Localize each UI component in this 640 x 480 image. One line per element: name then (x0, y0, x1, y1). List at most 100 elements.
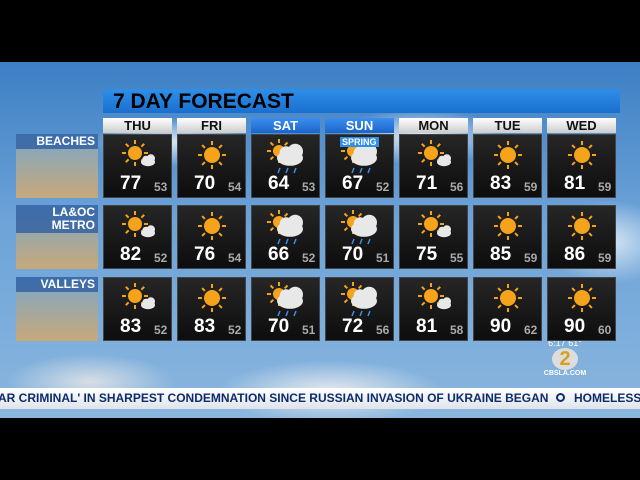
badge: SPRING (340, 137, 379, 147)
high-temp: 82 (120, 244, 142, 265)
low-temp: 52 (154, 251, 168, 265)
weather-icon (562, 138, 604, 181)
low-temp: 59 (524, 251, 538, 265)
forecast-cell: 75 55 (399, 205, 468, 269)
forecast-cell: 71 56 (399, 134, 468, 198)
high-temp: 67 (342, 173, 364, 194)
forecast-cell: 70 51 (325, 205, 394, 269)
high-temp: 71 (416, 173, 438, 194)
forecast-cell: 70 51 (251, 277, 320, 341)
region-panel: BEACHES (16, 134, 98, 198)
weather-icon (340, 209, 382, 252)
high-temp: 64 (268, 173, 290, 194)
day-header: THU (103, 118, 172, 133)
weather-icon (488, 138, 530, 181)
day-header: MON (399, 118, 468, 133)
high-temp: 83 (194, 316, 216, 337)
low-temp: 52 (302, 251, 316, 265)
low-temp: 59 (598, 180, 612, 194)
logo-time-row: 6:17 61° (530, 338, 600, 348)
weather-icon (266, 138, 308, 181)
ticker-text: AR CRIMINAL' IN SHARPEST CONDEMNATION SI… (0, 391, 549, 405)
forecast-cell: 83 52 (103, 277, 172, 341)
weather-icon (414, 209, 456, 252)
title: 7 DAY FORECAST (103, 89, 620, 113)
weather-icon (118, 209, 160, 252)
weather-icon (192, 138, 234, 181)
high-temp: 81 (564, 173, 586, 194)
high-temp: 72 (342, 316, 364, 337)
forecast-cell: 85 59 (473, 205, 542, 269)
low-temp: 52 (376, 180, 390, 194)
weather-icon (488, 209, 530, 252)
forecast-cell: 76 54 (177, 205, 246, 269)
region-panel: VALLEYS (16, 277, 98, 341)
weather-icon (414, 281, 456, 324)
high-temp: 76 (194, 244, 216, 265)
forecast-cell: 83 52 (177, 277, 246, 341)
region-label: BEACHES (16, 134, 98, 149)
weather-icon (266, 281, 308, 324)
forecast-cell: 64 53 (251, 134, 320, 198)
forecast-cell: 90 62 (473, 277, 542, 341)
forecast-cell: 70 54 (177, 134, 246, 198)
weather-icon (192, 209, 234, 252)
low-temp: 54 (228, 180, 242, 194)
weather-icon (192, 281, 234, 324)
low-temp: 52 (228, 323, 242, 337)
low-temp: 53 (154, 180, 168, 194)
forecast-cell: 86 59 (547, 205, 616, 269)
high-temp: 86 (564, 244, 586, 265)
region-label: VALLEYS (16, 277, 98, 292)
forecast-cell: SPRING 67 52 (325, 134, 394, 198)
weather-icon (340, 281, 382, 324)
high-temp: 77 (120, 173, 142, 194)
weather-icon (266, 209, 308, 252)
forecast-cell: 81 59 (547, 134, 616, 198)
ticker-next: HOMELESS (574, 391, 640, 405)
ticker: AR CRIMINAL' IN SHARPEST CONDEMNATION SI… (0, 388, 640, 409)
low-temp: 60 (598, 323, 612, 337)
low-temp: 62 (524, 323, 538, 337)
ticker-dot (556, 393, 565, 402)
weather-icon (414, 138, 456, 181)
logo-time: 6:17 (548, 338, 566, 348)
weather-icon (562, 281, 604, 324)
day-header: SUN (325, 118, 394, 133)
day-header: SAT (251, 118, 320, 133)
day-header: TUE (473, 118, 542, 133)
high-temp: 85 (490, 244, 512, 265)
weather-icon (488, 281, 530, 324)
forecast-cell: 81 58 (399, 277, 468, 341)
forecast-cell: 83 59 (473, 134, 542, 198)
region-panel: LA&OC METRO (16, 205, 98, 269)
high-temp: 90 (564, 316, 586, 337)
low-temp: 59 (524, 180, 538, 194)
forecast-cell: 90 60 (547, 277, 616, 341)
forecast-cell: 72 56 (325, 277, 394, 341)
weather-icon (118, 281, 160, 324)
low-temp: 51 (302, 323, 316, 337)
low-temp: 54 (228, 251, 242, 265)
high-temp: 83 (490, 173, 512, 194)
low-temp: 59 (598, 251, 612, 265)
high-temp: 83 (120, 316, 142, 337)
forecast-cell: 77 53 (103, 134, 172, 198)
high-temp: 81 (416, 316, 438, 337)
weather-icon (118, 138, 160, 181)
high-temp: 70 (194, 173, 216, 194)
day-header: FRI (177, 118, 246, 133)
weather-icon (562, 209, 604, 252)
low-temp: 55 (450, 251, 464, 265)
high-temp: 66 (268, 244, 290, 265)
day-header: WED (547, 118, 616, 133)
low-temp: 56 (376, 323, 390, 337)
weather-icon (340, 138, 382, 181)
low-temp: 51 (376, 251, 390, 265)
high-temp: 70 (342, 244, 364, 265)
logo-temp: 61° (568, 338, 582, 348)
low-temp: 52 (154, 323, 168, 337)
low-temp: 53 (302, 180, 316, 194)
low-temp: 56 (450, 180, 464, 194)
